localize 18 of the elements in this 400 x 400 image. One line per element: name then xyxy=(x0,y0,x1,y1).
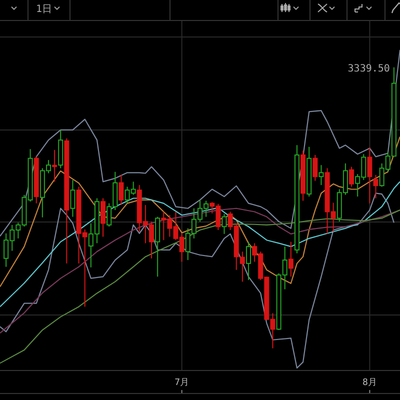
x-tick-label: 7月 xyxy=(174,378,190,388)
candlestick xyxy=(70,179,76,218)
candlestick xyxy=(288,241,294,278)
candlestick xyxy=(240,251,245,282)
candlestick xyxy=(100,198,106,238)
candlestick xyxy=(222,213,227,234)
candlestick xyxy=(155,216,160,278)
text: 1日 xyxy=(36,4,52,15)
candlestick xyxy=(246,241,251,281)
candlestick xyxy=(373,174,378,199)
candlestick xyxy=(349,166,354,188)
candlestick xyxy=(318,164,324,186)
annotation: 3339.50 xyxy=(348,63,390,74)
candlestick xyxy=(312,154,318,182)
x-tick-label: 8月 xyxy=(362,378,377,388)
candlestick xyxy=(118,174,124,206)
candlestick xyxy=(367,146,372,204)
candlestick xyxy=(52,149,58,182)
